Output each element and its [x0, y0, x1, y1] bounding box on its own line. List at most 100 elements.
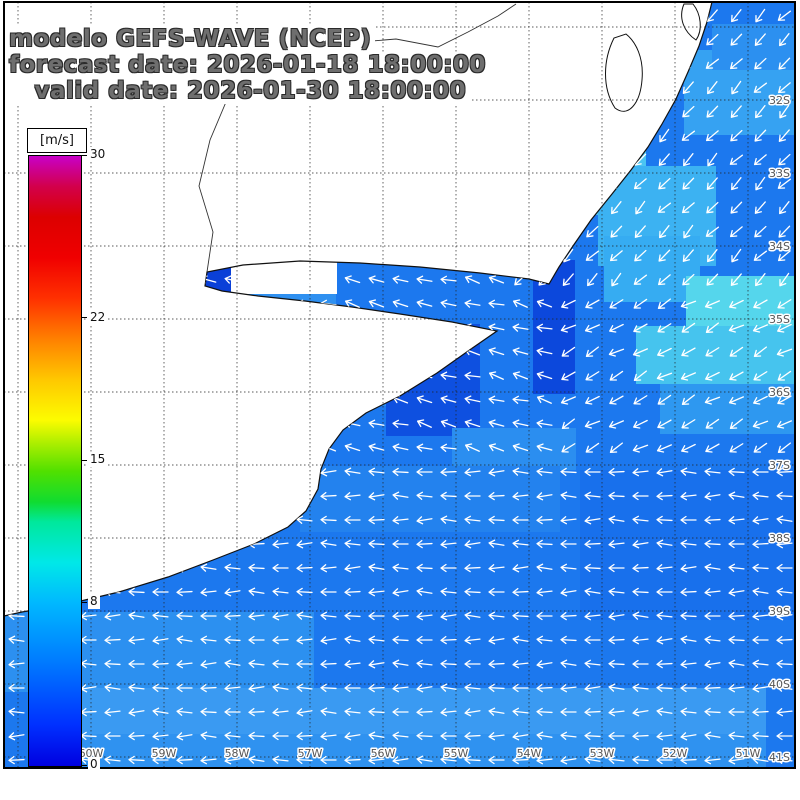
wave-arrow	[706, 273, 719, 286]
wave-arrow	[440, 275, 457, 284]
wave-arrow	[440, 467, 457, 477]
wave-arrow	[488, 755, 505, 765]
wave-arrow	[682, 105, 695, 118]
wave-arrow	[563, 9, 574, 23]
wave-arrow	[632, 515, 649, 524]
wave-arrow	[368, 515, 385, 525]
wave-arrow	[512, 467, 529, 476]
lon-label: 54W	[517, 747, 542, 760]
wave-arrow	[104, 659, 121, 669]
wave-arrow	[731, 80, 742, 95]
wave-arrow	[464, 491, 481, 501]
wave-arrow	[728, 396, 745, 405]
wave-arrow	[80, 467, 97, 477]
wave-arrow	[752, 491, 769, 500]
lat-label: 33S	[769, 167, 790, 180]
wave-arrow	[754, 33, 766, 46]
wave-arrow	[681, 443, 696, 453]
wave-arrow	[731, 248, 742, 263]
wave-arrow	[704, 539, 721, 549]
title-block: modelo GEFS-WAVE (NCEP) forecast date: 2…	[5, 26, 490, 104]
wave-arrow	[681, 394, 695, 405]
wave-arrow	[608, 587, 625, 596]
wave-arrow	[610, 153, 623, 166]
wave-arrow	[392, 756, 409, 765]
wave-arrow	[584, 467, 601, 477]
wave-arrow	[728, 684, 745, 693]
lon-label: 58W	[225, 747, 250, 760]
wave-arrow	[584, 635, 601, 645]
wave-arrow	[344, 323, 361, 332]
wave-arrow	[585, 395, 600, 405]
wave-arrow	[296, 323, 313, 332]
wave-arrow	[176, 467, 193, 476]
wave-arrow	[776, 491, 793, 501]
wave-arrow	[368, 563, 385, 572]
wave-arrow	[80, 539, 97, 549]
wave-arrow	[704, 492, 721, 501]
lon-label: 53W	[590, 747, 615, 760]
wave-arrow	[584, 491, 601, 500]
wave-arrow	[656, 372, 673, 381]
wave-arrow	[104, 708, 121, 717]
wave-arrow	[392, 635, 409, 645]
wave-arrow	[464, 275, 480, 284]
wave-arrow	[200, 611, 217, 621]
wave-arrow	[536, 323, 553, 332]
wave-arrow	[200, 371, 217, 380]
wave-arrow	[512, 323, 529, 332]
wave-arrow	[512, 587, 529, 597]
wave-arrow	[611, 272, 622, 287]
wave-arrow	[779, 104, 790, 119]
wave-arrow	[200, 443, 217, 452]
wave-arrow	[128, 731, 145, 741]
wave-arrow	[538, 177, 550, 190]
wave-arrow	[779, 272, 790, 287]
wave-arrow	[248, 251, 264, 260]
wave-arrow	[755, 105, 766, 119]
wave-arrow	[584, 539, 601, 549]
wave-arrow	[488, 419, 505, 428]
wave-arrow	[464, 419, 481, 428]
wave-arrow	[560, 635, 577, 645]
wave-arrow	[632, 444, 649, 453]
wave-arrow	[416, 731, 433, 741]
wave-arrow	[776, 683, 793, 692]
wave-arrow	[633, 370, 647, 381]
wave-arrow	[680, 732, 697, 741]
wave-arrow	[392, 707, 409, 717]
wave-arrow	[248, 491, 265, 500]
wave-arrow	[344, 275, 361, 284]
wave-arrow	[224, 251, 241, 260]
wave-arrow	[706, 177, 718, 190]
wave-arrow	[562, 33, 575, 46]
wave-arrow	[128, 563, 145, 573]
wave-arrow	[776, 708, 793, 717]
wave-arrow	[778, 57, 791, 70]
wave-arrow	[200, 299, 217, 308]
wave-arrow	[176, 755, 193, 765]
wave-arrow	[632, 540, 649, 549]
wave-arrow	[752, 755, 769, 764]
wave-arrow	[752, 539, 769, 549]
wave-arrow	[681, 419, 696, 429]
wave-arrow	[512, 611, 529, 621]
wave-arrow	[8, 755, 25, 765]
wave-arrow	[176, 660, 193, 669]
wave-arrow	[777, 395, 792, 405]
wave-arrow	[224, 323, 240, 332]
wave-arrow	[754, 57, 767, 70]
wave-arrow	[682, 273, 695, 286]
wave-arrow	[776, 467, 793, 477]
wave-arrow	[488, 395, 505, 404]
wave-arrow	[680, 635, 697, 644]
wave-arrow	[584, 612, 601, 621]
wave-arrow	[754, 129, 767, 142]
wave-arrow	[344, 395, 361, 404]
wave-arrow	[779, 201, 790, 215]
wave-arrow	[320, 371, 336, 380]
wave-arrow	[536, 683, 553, 693]
wave-arrow	[560, 563, 577, 572]
wave-arrow	[248, 299, 265, 308]
wave-arrow	[536, 563, 553, 572]
